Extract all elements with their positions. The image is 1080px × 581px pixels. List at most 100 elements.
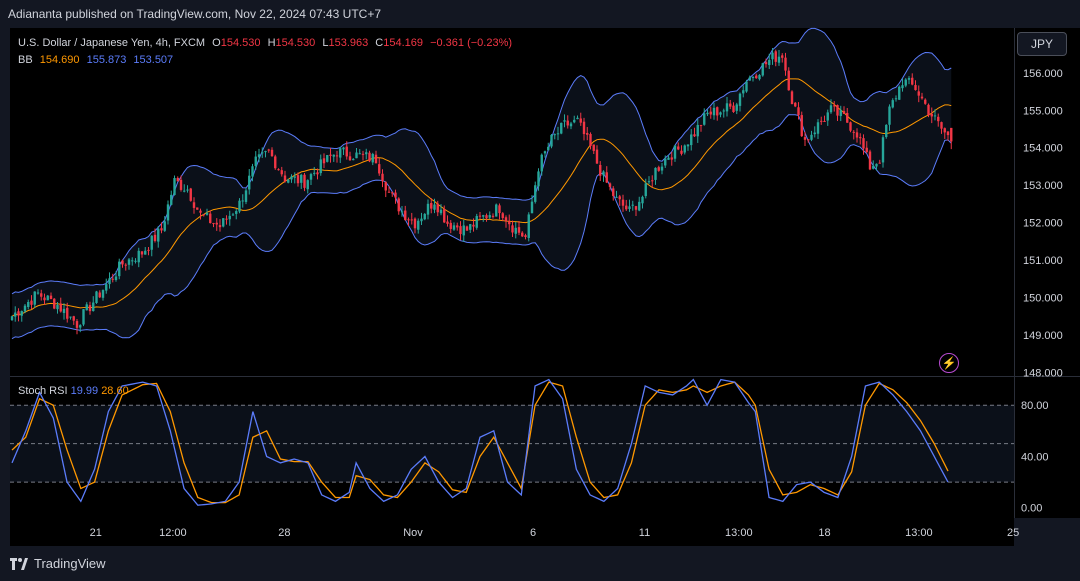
candle-body	[826, 112, 829, 121]
candle	[800, 111, 803, 138]
candle-body	[706, 112, 709, 115]
candle-body	[124, 264, 127, 266]
candle-body	[579, 118, 582, 123]
candle-body	[898, 86, 901, 100]
candle	[163, 216, 166, 232]
candle	[456, 222, 459, 231]
candle-body	[547, 146, 550, 151]
candle-body	[443, 209, 446, 223]
candle	[374, 150, 378, 164]
candle	[264, 150, 267, 158]
candle	[88, 301, 92, 315]
candle	[534, 181, 537, 204]
candle	[634, 205, 638, 217]
candle-body	[608, 183, 612, 187]
candle-body	[157, 228, 160, 242]
candle	[790, 90, 794, 105]
price-axis[interactable]	[1014, 28, 1080, 518]
tradingview-brand[interactable]: TradingView	[10, 556, 106, 571]
lightning-icon[interactable]: ⚡	[939, 353, 959, 373]
change-value: −0.361 (−0.23%)	[430, 37, 513, 49]
candle	[735, 102, 738, 115]
candle	[209, 210, 212, 224]
candle-body	[530, 201, 534, 214]
candle	[433, 198, 436, 214]
candle	[553, 133, 556, 140]
candle	[868, 149, 872, 171]
candle-body	[589, 133, 592, 146]
candle	[592, 144, 595, 155]
candle	[794, 101, 797, 108]
candle-body	[127, 259, 131, 265]
candle-body	[348, 156, 352, 161]
candle	[937, 113, 940, 127]
stoch-label[interactable]: Stoch RSI	[18, 385, 68, 397]
candle	[342, 146, 345, 156]
candle-body	[823, 120, 826, 122]
candle	[189, 187, 192, 202]
candle	[62, 303, 66, 320]
candle	[75, 319, 79, 335]
candle	[293, 172, 296, 184]
candle-body	[842, 111, 846, 114]
low-value: 153.963	[328, 37, 369, 49]
candle	[478, 211, 482, 220]
candle	[891, 98, 894, 109]
candle	[491, 213, 495, 219]
candle-body	[621, 199, 625, 206]
candle-body	[352, 159, 355, 161]
time-axis[interactable]	[10, 518, 1014, 546]
candle	[465, 225, 469, 231]
candle	[261, 147, 264, 158]
candle-body	[514, 227, 517, 234]
candle	[709, 106, 712, 119]
candle	[807, 139, 810, 143]
candle	[569, 121, 573, 130]
candle-body	[261, 152, 264, 154]
candle	[69, 316, 72, 320]
candle-body	[170, 194, 173, 205]
currency-button[interactable]: JPY	[1017, 32, 1067, 56]
brand-text: TradingView	[34, 556, 106, 571]
stoch-k-line	[11, 378, 949, 506]
candle-body	[800, 115, 803, 137]
symbol-title[interactable]: U.S. Dollar / Japanese Yen, 4h, FXCM	[18, 37, 206, 49]
candle	[576, 115, 579, 120]
candle	[920, 92, 924, 100]
bb-label[interactable]: BB	[18, 54, 33, 66]
candle-body	[703, 113, 706, 125]
candle-body	[696, 124, 699, 137]
candle	[530, 195, 534, 214]
candle-body	[469, 224, 472, 230]
candle-body	[248, 175, 251, 190]
candle	[488, 211, 491, 220]
high-value: 154.530	[275, 37, 316, 49]
candle-body	[345, 146, 348, 157]
candle-body	[686, 144, 690, 147]
candle-body	[787, 70, 790, 91]
candle	[335, 150, 339, 163]
candle-body	[150, 235, 153, 250]
candle	[878, 159, 881, 164]
candle-body	[378, 164, 381, 174]
candle-body	[933, 115, 937, 117]
candle	[384, 181, 387, 198]
candle	[309, 172, 313, 185]
candle-body	[199, 210, 202, 213]
candle	[368, 150, 371, 163]
candle	[855, 128, 859, 143]
candle	[365, 148, 368, 160]
candle-body	[274, 156, 277, 169]
candle	[254, 151, 257, 170]
candle-body	[521, 232, 524, 237]
candle	[40, 289, 43, 301]
candle-body	[30, 300, 33, 305]
candle-body	[257, 154, 261, 158]
candle-body	[355, 152, 358, 159]
price-tick-label: 152.000	[1023, 218, 1063, 230]
candle	[521, 231, 524, 238]
candle	[358, 149, 361, 155]
candle	[192, 197, 196, 214]
candle-body	[176, 177, 179, 182]
